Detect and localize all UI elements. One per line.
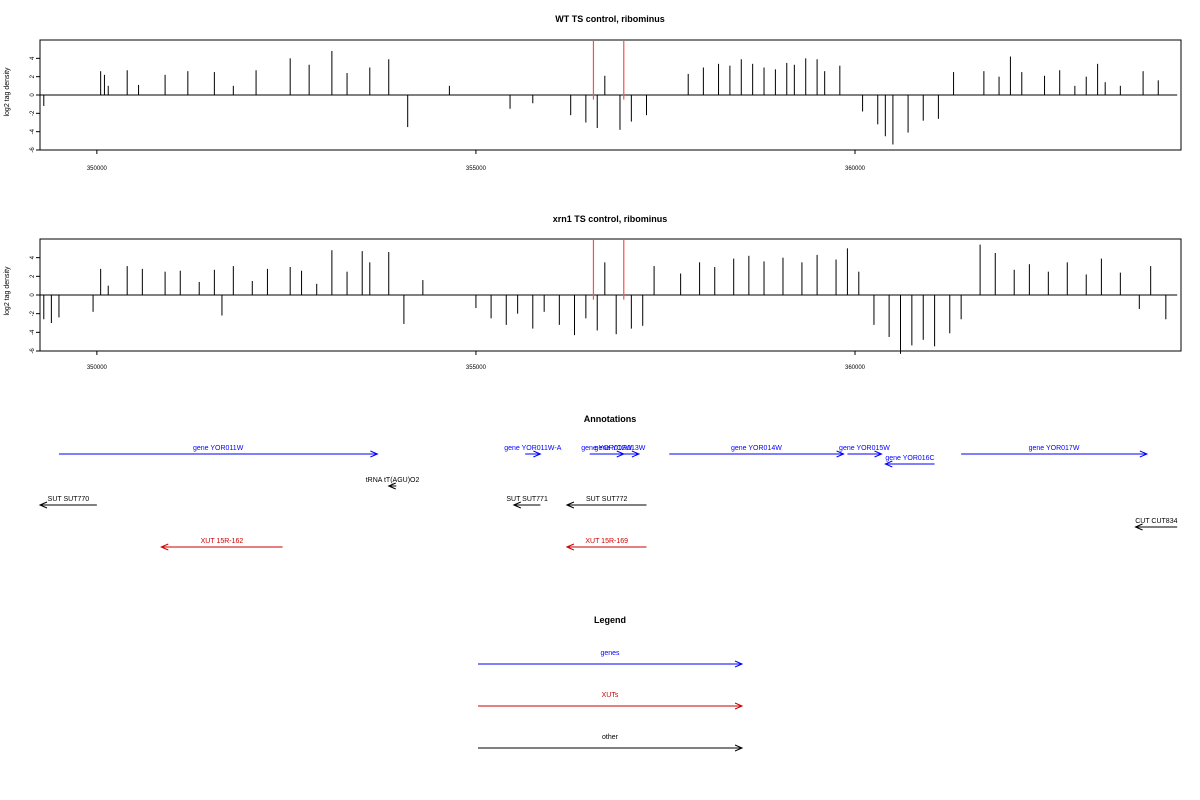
annotation-label: gene YOR011W bbox=[193, 445, 244, 452]
annotation-marks: gene YOR011W gene YOR011W-A gene YOR012Wge… bbox=[38, 445, 1178, 551]
annotation-label: SUT SUT771 bbox=[506, 496, 548, 503]
annotation-arrow bbox=[1134, 523, 1178, 531]
xrn1-marks: -6 -4 -2 0 2 4 350000 355000 360000 bbox=[30, 240, 1178, 371]
annotations-panel: Annotations gene YOR011W gene YOR011W-A ge… bbox=[38, 414, 1178, 551]
wt-x-tick-label: 350000 bbox=[87, 166, 108, 172]
annotation-arrow-head bbox=[884, 460, 893, 468]
wt-density-panel: WT TS control, ribominus log2 tag densit… bbox=[4, 14, 1182, 172]
annotation-arrow-head bbox=[1134, 523, 1143, 531]
annotation-arrow-head bbox=[836, 450, 845, 458]
xrn1-density-panel: xrn1 TS control, ribominus log2 tag dens… bbox=[4, 214, 1182, 371]
annotation-arrow-head bbox=[565, 543, 575, 551]
annotation-label: SUT SUT772 bbox=[586, 496, 628, 503]
annotation-arrow-head bbox=[874, 450, 883, 458]
legend-marks: genes XUTs other bbox=[478, 650, 744, 752]
annotation-arrow-head bbox=[387, 482, 396, 490]
legend-arrow-xuts bbox=[478, 702, 744, 710]
xrn1-x-tick-label: 360000 bbox=[845, 365, 866, 371]
annotation-label: gene YOR013W bbox=[595, 445, 646, 452]
annotation-arrow-head bbox=[1139, 450, 1149, 458]
annotation-arrow bbox=[38, 501, 97, 509]
xrn1-y-tick-label: -6 bbox=[30, 348, 36, 354]
annotation-label: SUT SUT770 bbox=[48, 496, 90, 503]
annotation-label: gene YOR016C bbox=[885, 455, 934, 462]
wt-panel-title: WT TS control, ribominus bbox=[555, 14, 665, 24]
xrn1-panel-title: xrn1 TS control, ribominus bbox=[553, 214, 668, 224]
annotation-label: gene YOR014W bbox=[731, 445, 782, 452]
xrn1-y-tick-label: -4 bbox=[30, 329, 36, 335]
annotation-arrow bbox=[669, 450, 845, 458]
legend-label-xuts: XUTs bbox=[602, 692, 619, 699]
annotation-arrow bbox=[847, 450, 883, 458]
wt-y-tick-label: -2 bbox=[30, 110, 36, 116]
annotation-label: gene YOR011W-A bbox=[504, 445, 562, 452]
annotation-label: XUT 15R-162 bbox=[201, 538, 244, 545]
annotation-arrow-head bbox=[38, 501, 48, 509]
annotation-arrow bbox=[565, 501, 647, 509]
xrn1-y-tick-label: 2 bbox=[30, 274, 36, 278]
wt-y-tick-label: 4 bbox=[30, 56, 36, 60]
annotation-arrow bbox=[884, 460, 935, 468]
annotation-label: gene YOR012W bbox=[581, 445, 632, 452]
annotation-arrow bbox=[512, 501, 541, 509]
annotation-arrow bbox=[387, 482, 397, 490]
xrn1-y-tick-label: 0 bbox=[30, 293, 36, 297]
annotation-arrow bbox=[525, 450, 542, 458]
annotation-arrow-head bbox=[370, 450, 379, 458]
annotation-arrow-head bbox=[533, 450, 542, 458]
xrn1-y-tick-label: 4 bbox=[30, 255, 36, 259]
legend-label-genes: genes bbox=[600, 650, 620, 657]
wt-y-tick-label: -4 bbox=[30, 128, 36, 134]
annotation-arrow bbox=[160, 543, 283, 551]
xrn1-x-tick-label: 355000 bbox=[466, 365, 487, 371]
annotation-label: CUT CUT834 bbox=[1135, 518, 1177, 525]
annotation-arrow bbox=[961, 450, 1149, 458]
wt-y-tick-label: 2 bbox=[30, 74, 36, 78]
annotation-label: gene YOR017W bbox=[1029, 445, 1080, 452]
legend-title: Legend bbox=[594, 615, 626, 625]
annotation-label: tRNA tT(AGU)O2 bbox=[366, 477, 420, 484]
legend-label-other: other bbox=[602, 734, 619, 741]
wt-y-axis-label: log2 tag density bbox=[4, 67, 11, 117]
wt-y-tick-label: -6 bbox=[30, 147, 36, 153]
xrn1-x-tick-label: 350000 bbox=[87, 365, 108, 371]
legend-arrow-xuts-head bbox=[734, 702, 744, 710]
legend-arrow-other-head bbox=[734, 744, 744, 752]
xrn1-y-tick-label: -2 bbox=[30, 310, 36, 316]
xrn1-y-axis-label: log2 tag density bbox=[4, 266, 11, 316]
annotation-label: XUT 15R-169 bbox=[585, 538, 628, 545]
annotations-title: Annotations bbox=[584, 414, 637, 424]
wt-x-tick-label: 355000 bbox=[466, 166, 487, 172]
annotation-arrow-head bbox=[160, 543, 169, 551]
legend-panel: Legend genes XUTs other bbox=[478, 615, 744, 752]
legend-arrow-other bbox=[478, 744, 744, 752]
wt-y-tick-label: 0 bbox=[30, 93, 36, 97]
annotation-arrow bbox=[565, 543, 647, 551]
legend-arrow-genes-head bbox=[734, 660, 744, 668]
annotation-arrow bbox=[58, 450, 379, 458]
annotation-arrow bbox=[601, 450, 641, 458]
annotation-label: gene YOR015W bbox=[839, 445, 890, 452]
annotation-arrow-head bbox=[565, 501, 575, 509]
legend-arrow-genes bbox=[478, 660, 744, 668]
wt-x-tick-label: 360000 bbox=[845, 166, 866, 172]
annotation-arrow-head bbox=[512, 501, 522, 509]
annotation-arrow-head bbox=[631, 450, 641, 458]
wt-marks: -6 -4 -2 0 2 4 350000 355000 360000 bbox=[30, 41, 1178, 172]
